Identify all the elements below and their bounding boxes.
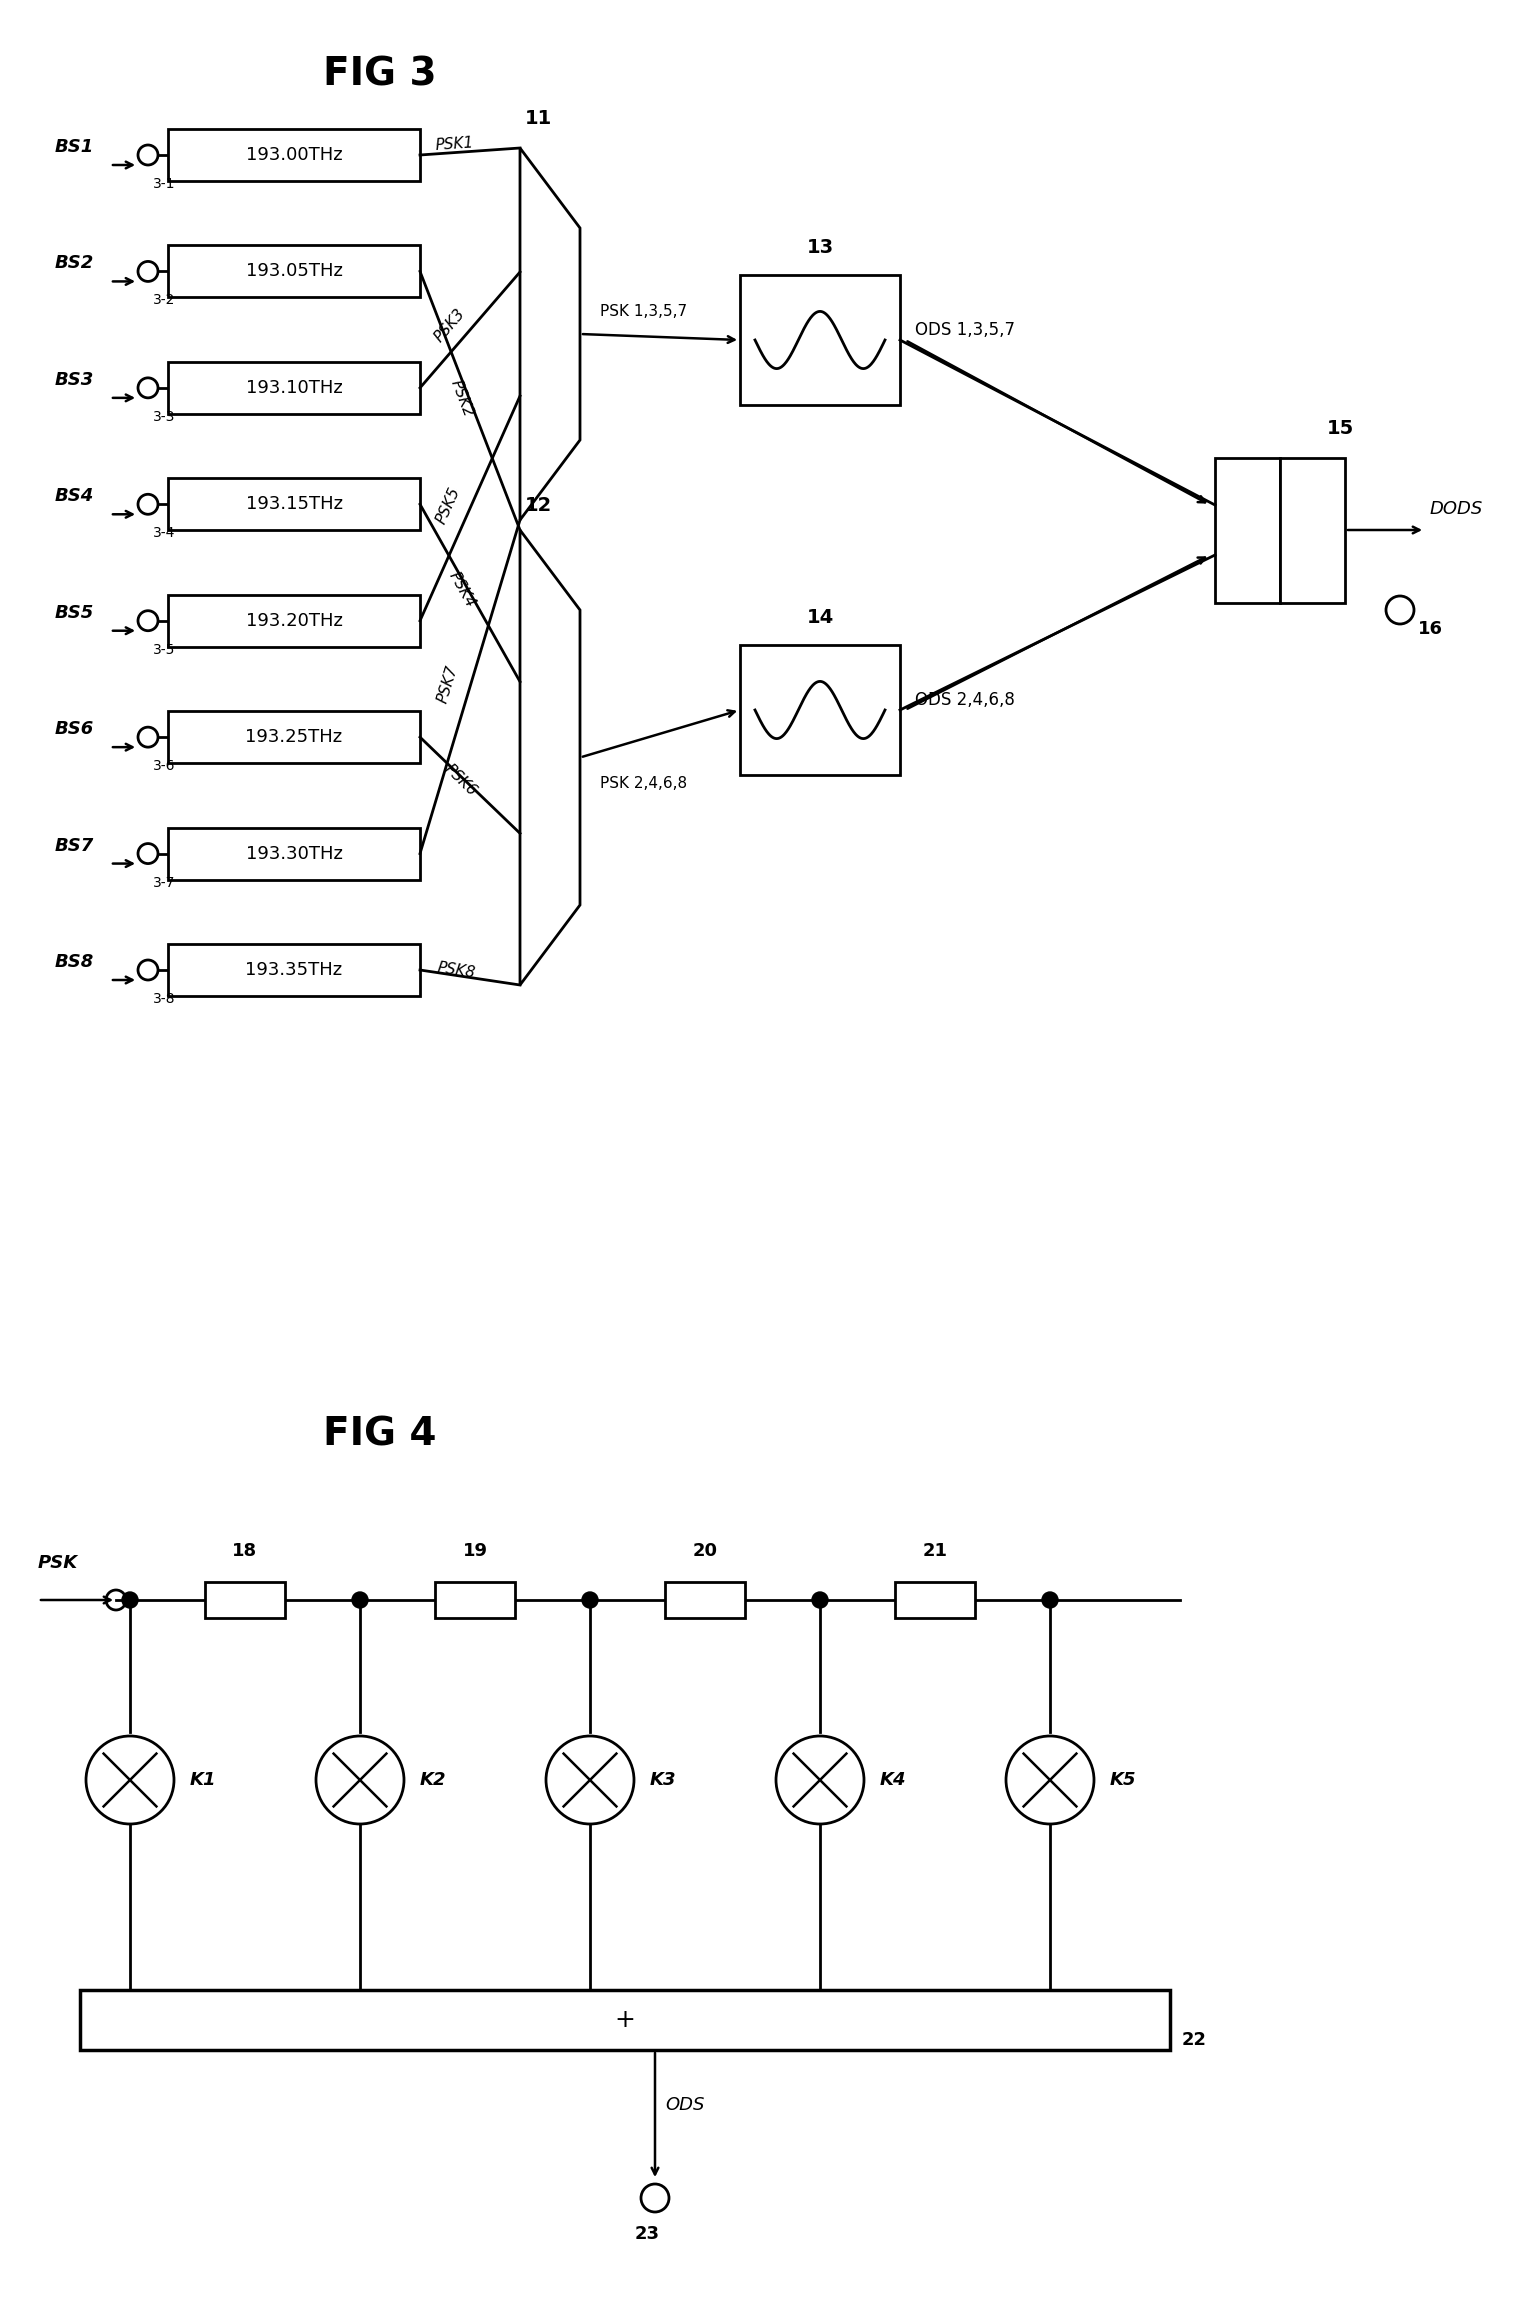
Text: DODS: DODS xyxy=(1429,501,1483,519)
Text: PSK6: PSK6 xyxy=(441,760,480,799)
Text: 11: 11 xyxy=(526,108,553,129)
Bar xyxy=(1281,457,1344,602)
Text: 3-4: 3-4 xyxy=(153,526,175,540)
Text: BS8: BS8 xyxy=(55,953,94,972)
Text: 193.25THz: 193.25THz xyxy=(246,728,343,747)
Bar xyxy=(169,246,419,296)
Text: 20: 20 xyxy=(693,1541,717,1560)
Bar xyxy=(740,276,899,404)
Text: 193.20THz: 193.20THz xyxy=(246,611,342,629)
Text: 3-6: 3-6 xyxy=(153,758,176,774)
Text: BS2: BS2 xyxy=(55,255,94,273)
Text: 193.10THz: 193.10THz xyxy=(246,379,342,397)
Bar xyxy=(1215,457,1281,602)
Text: 13: 13 xyxy=(807,239,834,257)
Text: 3-1: 3-1 xyxy=(153,177,176,191)
Text: +: + xyxy=(615,2008,635,2033)
Bar xyxy=(169,478,419,531)
Text: 14: 14 xyxy=(807,609,834,627)
Bar xyxy=(169,712,419,763)
Circle shape xyxy=(352,1592,368,1608)
Text: BS4: BS4 xyxy=(55,487,94,505)
Text: 22: 22 xyxy=(1182,2031,1208,2049)
Bar xyxy=(81,1989,1170,2049)
Text: ODS 2,4,6,8: ODS 2,4,6,8 xyxy=(914,691,1015,710)
Text: PSK 1,3,5,7: PSK 1,3,5,7 xyxy=(600,303,687,319)
Text: BS5: BS5 xyxy=(55,604,94,622)
Text: BS1: BS1 xyxy=(55,138,94,156)
Text: PSK2: PSK2 xyxy=(448,377,475,418)
Text: 3-5: 3-5 xyxy=(153,643,175,657)
Text: PSK: PSK xyxy=(38,1555,79,1571)
Circle shape xyxy=(813,1592,828,1608)
Text: PSK 2,4,6,8: PSK 2,4,6,8 xyxy=(600,776,687,790)
Text: 193.35THz: 193.35THz xyxy=(246,960,343,979)
Text: 23: 23 xyxy=(635,2226,659,2242)
Bar xyxy=(434,1583,515,1617)
Bar xyxy=(169,129,419,181)
Text: BS3: BS3 xyxy=(55,370,94,388)
Text: 19: 19 xyxy=(462,1541,488,1560)
Bar xyxy=(169,944,419,997)
Text: PSK5: PSK5 xyxy=(433,485,463,526)
Text: PSK7: PSK7 xyxy=(434,664,460,705)
Text: K4: K4 xyxy=(880,1771,907,1789)
Text: K2: K2 xyxy=(419,1771,447,1789)
Bar xyxy=(169,827,419,880)
Text: 18: 18 xyxy=(232,1541,258,1560)
Text: 3-7: 3-7 xyxy=(153,875,175,889)
Bar xyxy=(169,595,419,648)
Text: PSK3: PSK3 xyxy=(431,306,468,345)
Text: BS7: BS7 xyxy=(55,836,94,854)
Text: 3-2: 3-2 xyxy=(153,294,175,308)
Text: 21: 21 xyxy=(922,1541,948,1560)
Bar xyxy=(665,1583,744,1617)
Circle shape xyxy=(582,1592,598,1608)
Text: FIG 3: FIG 3 xyxy=(324,55,437,94)
Bar xyxy=(740,645,899,774)
Text: K1: K1 xyxy=(190,1771,217,1789)
Bar xyxy=(169,363,419,413)
Text: BS6: BS6 xyxy=(55,721,94,737)
Text: ODS 1,3,5,7: ODS 1,3,5,7 xyxy=(914,322,1015,340)
Text: PSK4: PSK4 xyxy=(445,570,477,609)
Circle shape xyxy=(1042,1592,1059,1608)
Text: 193.05THz: 193.05THz xyxy=(246,262,342,280)
Bar xyxy=(895,1583,975,1617)
Text: 193.00THz: 193.00THz xyxy=(246,147,342,163)
Text: 3-3: 3-3 xyxy=(153,409,175,425)
Text: 15: 15 xyxy=(1326,418,1353,436)
Text: PSK1: PSK1 xyxy=(434,136,474,154)
Text: 3-8: 3-8 xyxy=(153,992,176,1006)
Text: 16: 16 xyxy=(1419,620,1443,639)
Circle shape xyxy=(122,1592,138,1608)
Text: 193.30THz: 193.30THz xyxy=(246,845,342,864)
Text: PSK8: PSK8 xyxy=(436,960,477,981)
Text: K5: K5 xyxy=(1110,1771,1136,1789)
Text: FIG 4: FIG 4 xyxy=(324,1415,437,1454)
Text: K3: K3 xyxy=(650,1771,676,1789)
Bar xyxy=(205,1583,286,1617)
Text: ODS: ODS xyxy=(665,2095,705,2113)
Text: 12: 12 xyxy=(526,496,553,515)
Text: 193.15THz: 193.15THz xyxy=(246,496,342,512)
